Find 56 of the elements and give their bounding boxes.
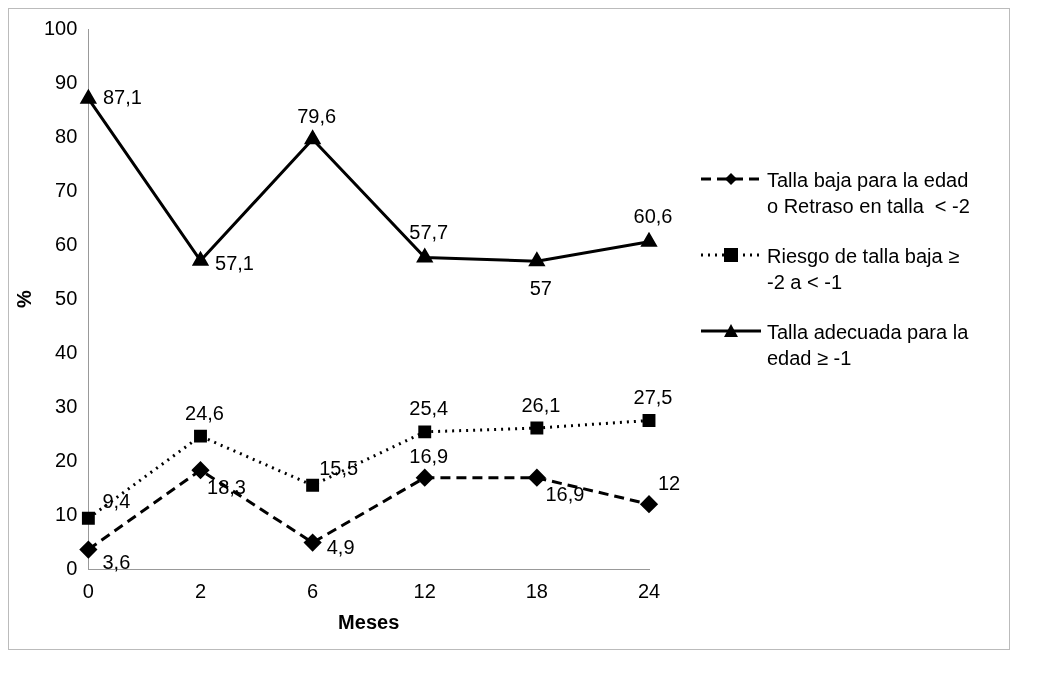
point	[530, 421, 544, 435]
data-label: 60,6	[633, 205, 673, 228]
data-label: 16,9	[409, 445, 449, 468]
data-label: 57,1	[215, 252, 254, 275]
x-tick-label: 6	[307, 579, 319, 602]
point	[640, 495, 658, 513]
data-label: 3,6	[102, 551, 131, 574]
point	[194, 429, 207, 443]
data-label: 12	[657, 471, 681, 494]
x-axis-title: Meses	[338, 610, 400, 633]
point	[417, 248, 433, 263]
y-tick-label: 70	[55, 178, 78, 201]
data-label: 79,6	[297, 104, 337, 127]
y-tick-label: 20	[55, 448, 78, 471]
point	[641, 233, 657, 247]
x-tick-label: 0	[82, 579, 94, 602]
point	[304, 534, 322, 552]
y-tick-label: 90	[55, 70, 78, 93]
point	[306, 478, 320, 492]
data-label: 26,1	[521, 393, 561, 416]
x-tick-label: 2	[194, 579, 207, 602]
data-label: 57	[529, 276, 552, 299]
point	[305, 130, 321, 145]
legend-label: Talla baja para la edad o Retraso en talla < -2	[767, 168, 971, 219]
data-label: 9,4	[102, 489, 131, 512]
data-label: 25,4	[409, 397, 449, 420]
y-axis-title: %	[12, 289, 35, 308]
y-tick-label: 50	[55, 286, 78, 309]
y-tick-label: 0	[66, 556, 78, 579]
legend-label: Talla adecuada para la edad ≥ -1	[767, 320, 970, 371]
point	[529, 252, 545, 267]
point	[80, 90, 96, 104]
data-label: 16,9	[545, 483, 585, 506]
point	[418, 425, 432, 439]
point	[642, 414, 656, 427]
point	[416, 469, 434, 487]
data-label: 57,7	[409, 220, 449, 243]
y-tick-label: 10	[55, 502, 78, 525]
data-label: 87,1	[102, 86, 142, 109]
point	[81, 511, 95, 525]
point	[528, 469, 546, 487]
point	[79, 541, 97, 559]
y-tick-label: 60	[55, 232, 78, 255]
x-tick-label: 12	[413, 579, 436, 602]
y-tick-label: 100	[43, 16, 78, 39]
data-label: 27,5	[633, 386, 673, 409]
y-tick-label: 30	[55, 394, 78, 417]
point	[192, 252, 209, 266]
data-label: 4,9	[326, 536, 355, 559]
x-tick-label: 18	[525, 579, 548, 602]
y-tick-label: 40	[55, 340, 78, 363]
x-tick-label: 24	[637, 579, 661, 602]
y-tick-label: 80	[55, 124, 78, 147]
legend-label: Riesgo de talla baja ≥ -2 a < -1	[767, 244, 961, 295]
data-label: 24,6	[185, 401, 224, 424]
point	[192, 461, 209, 479]
